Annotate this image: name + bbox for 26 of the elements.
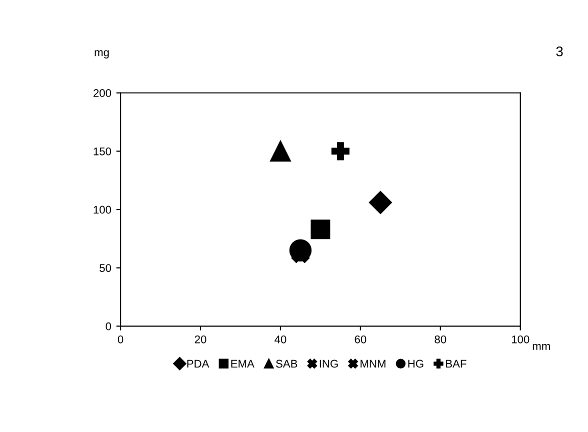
legend-label: BAF [446, 360, 466, 368]
point [270, 140, 291, 162]
legend-label: EMA [231, 360, 254, 368]
legend-label: SAB [276, 360, 298, 368]
point [310, 220, 330, 240]
text: 3 [556, 46, 563, 56]
y-tick-label: 100 [94, 206, 112, 214]
x-tick-label: 80 [434, 335, 446, 344]
x-tick-label: 100 [512, 335, 530, 344]
x-tick-label: 40 [274, 335, 286, 344]
point [368, 191, 392, 214]
y-tick-label: 50 [100, 264, 112, 272]
legend-label: ING [320, 360, 338, 368]
x-tick-label: 60 [354, 335, 366, 344]
x-axis-title: mm [532, 344, 550, 350]
point [289, 239, 312, 262]
x-tick-label: 0 [118, 335, 124, 344]
y-tick-label: 150 [94, 147, 112, 156]
y-tick-label: 0 [106, 322, 112, 330]
y-axis-title: mg [94, 50, 109, 58]
point [331, 142, 350, 160]
x-tick-label: 20 [194, 335, 206, 344]
legend-label: HG [408, 360, 424, 368]
legend-label: MNM [360, 360, 386, 368]
y-tick-label: 200 [94, 89, 112, 98]
legend-label: PDA [187, 360, 210, 368]
